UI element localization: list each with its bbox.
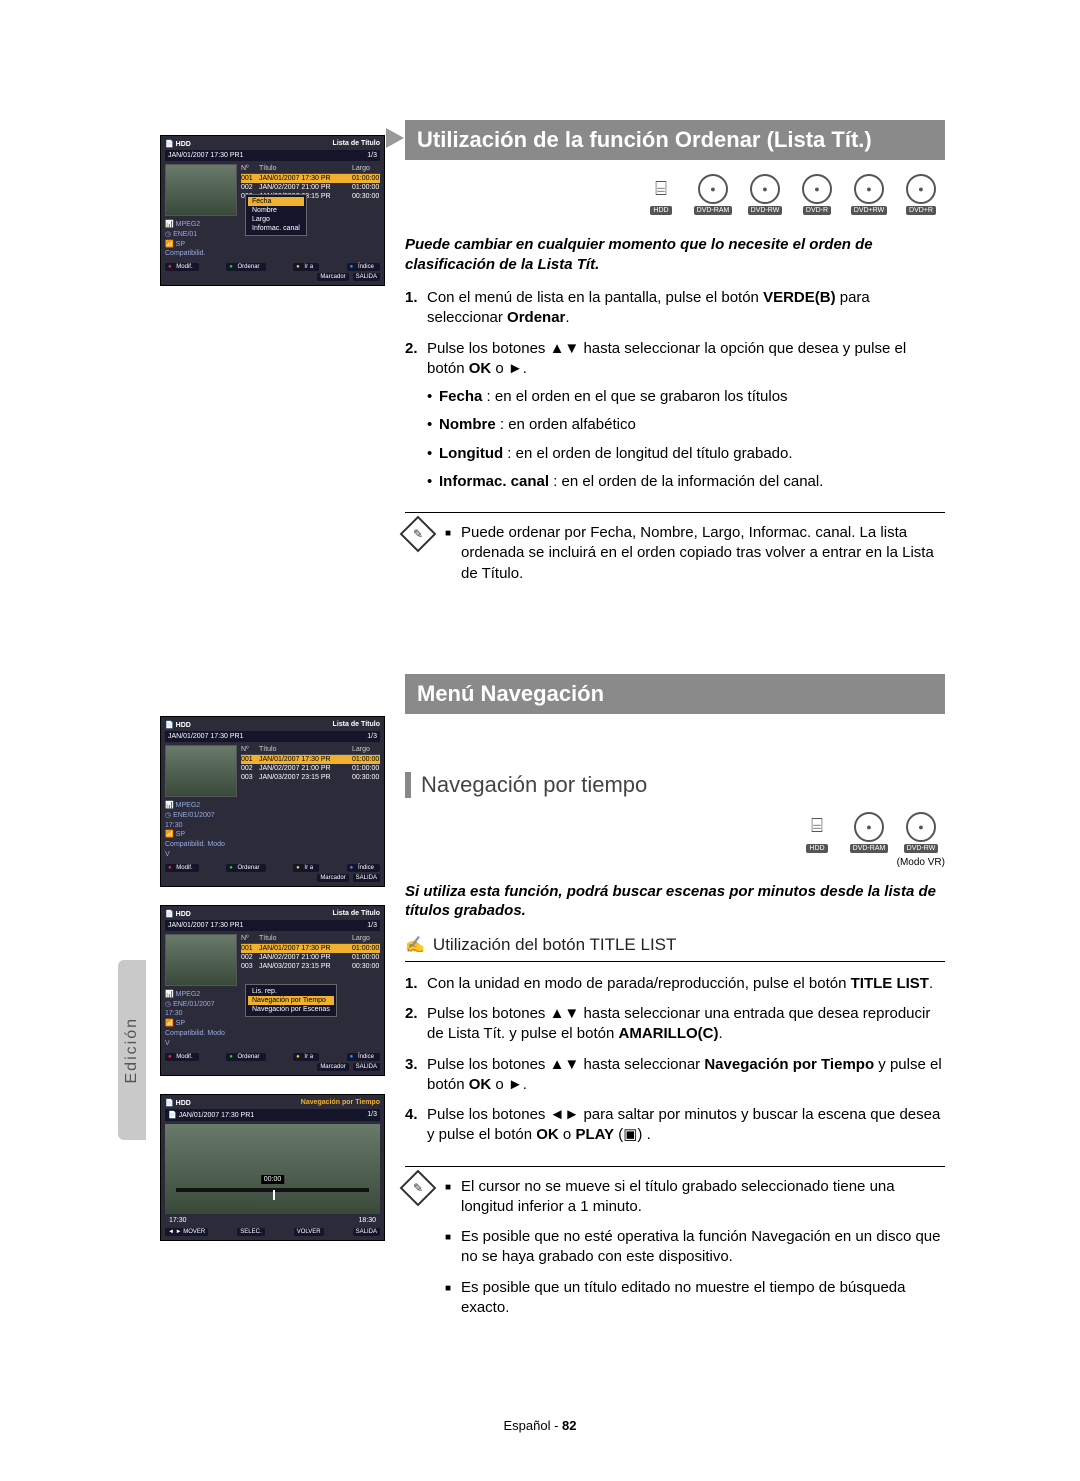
osd-nav-popup: 📄 HDDLista de Título JAN/01/2007 17:30 P… (160, 905, 385, 1076)
arrow-marker-1 (386, 128, 404, 148)
disc-icon: ● (854, 174, 884, 204)
section2-sub: Navegación por tiempo (405, 772, 945, 798)
hdd-icon: ⌸ (802, 812, 832, 842)
step2: Pulse los botones ▲▼ hasta seleccionar l… (405, 339, 945, 493)
s2-step2: Pulse los botones ▲▼ hasta seleccionar u… (405, 1004, 945, 1045)
hdd-icon: ⌸ (646, 174, 676, 204)
left-column-2: 📄 HDDLista de Título JAN/01/2007 17:30 P… (160, 716, 385, 1259)
osd-time-nav: 📄 HDDNavegación por Tiempo 📄 JAN/01/2007… (160, 1094, 385, 1241)
title-list-heading: ✍ Utilización del botón TITLE LIST (405, 935, 945, 962)
osd-sort-popup: Fecha Nombre Largo Informac. canal (245, 194, 307, 236)
side-tab: Edición (118, 960, 146, 1140)
side-tab-label: Edición (123, 1017, 141, 1083)
section2-note: ✎ El cursor no se mueve si el título gra… (405, 1166, 945, 1319)
footer: Español - 82 (0, 1418, 1080, 1433)
section2-intro: Si utiliza esta función, podrá buscar es… (405, 882, 945, 921)
section2-discs: ⌸HDD ●DVD-RAM ●DVD-RW (405, 812, 945, 853)
note-icon: ✎ (400, 516, 437, 553)
right-column: Utilización de la función Ordenar (Lista… (405, 120, 945, 1328)
mode-vr: (Modo VR) (405, 857, 945, 868)
disc-icon: ● (854, 812, 884, 842)
s2-step3: Pulse los botones ▲▼ hasta seleccionar N… (405, 1055, 945, 1096)
osd-nav-options: Lis. rep. Navegación por Tiempo Navegaci… (245, 984, 337, 1017)
s2-step1: Con la unidad en modo de parada/reproduc… (405, 974, 945, 994)
left-column: 📄 HDDLista de Título JAN/01/2007 17:30 P… (160, 135, 385, 304)
section1-intro: Puede cambiar en cualquier momento que l… (405, 235, 945, 274)
disc-icon: ● (698, 174, 728, 204)
s2-step4: Pulse los botones ◄► para saltar por min… (405, 1105, 945, 1146)
disc-icon: ● (906, 174, 936, 204)
osd-list-plain: 📄 HDDLista de Título JAN/01/2007 17:30 P… (160, 716, 385, 887)
section1-note: ✎ Puede ordenar por Fecha, Nombre, Largo… (405, 512, 945, 584)
section2-title: Menú Navegación (405, 674, 945, 714)
section2-steps: Con la unidad en modo de parada/reproduc… (405, 974, 945, 1146)
section1-steps: Con el menú de lista en la pantalla, pul… (405, 288, 945, 492)
disc-icon: ● (906, 812, 936, 842)
note-icon: ✎ (400, 1169, 437, 1206)
step1: Con el menú de lista en la pantalla, pul… (405, 288, 945, 329)
disc-icon: ● (802, 174, 832, 204)
osd-sort: 📄 HDDLista de Título JAN/01/2007 17:30 P… (160, 135, 385, 286)
hand-icon: ✍ (405, 935, 425, 955)
disc-icon: ● (750, 174, 780, 204)
section1-title: Utilización de la función Ordenar (Lista… (405, 120, 945, 160)
section1-discs: ⌸HDD ●DVD-RAM ●DVD-RW ●DVD-R ●DVD+RW ●DV… (405, 174, 945, 215)
